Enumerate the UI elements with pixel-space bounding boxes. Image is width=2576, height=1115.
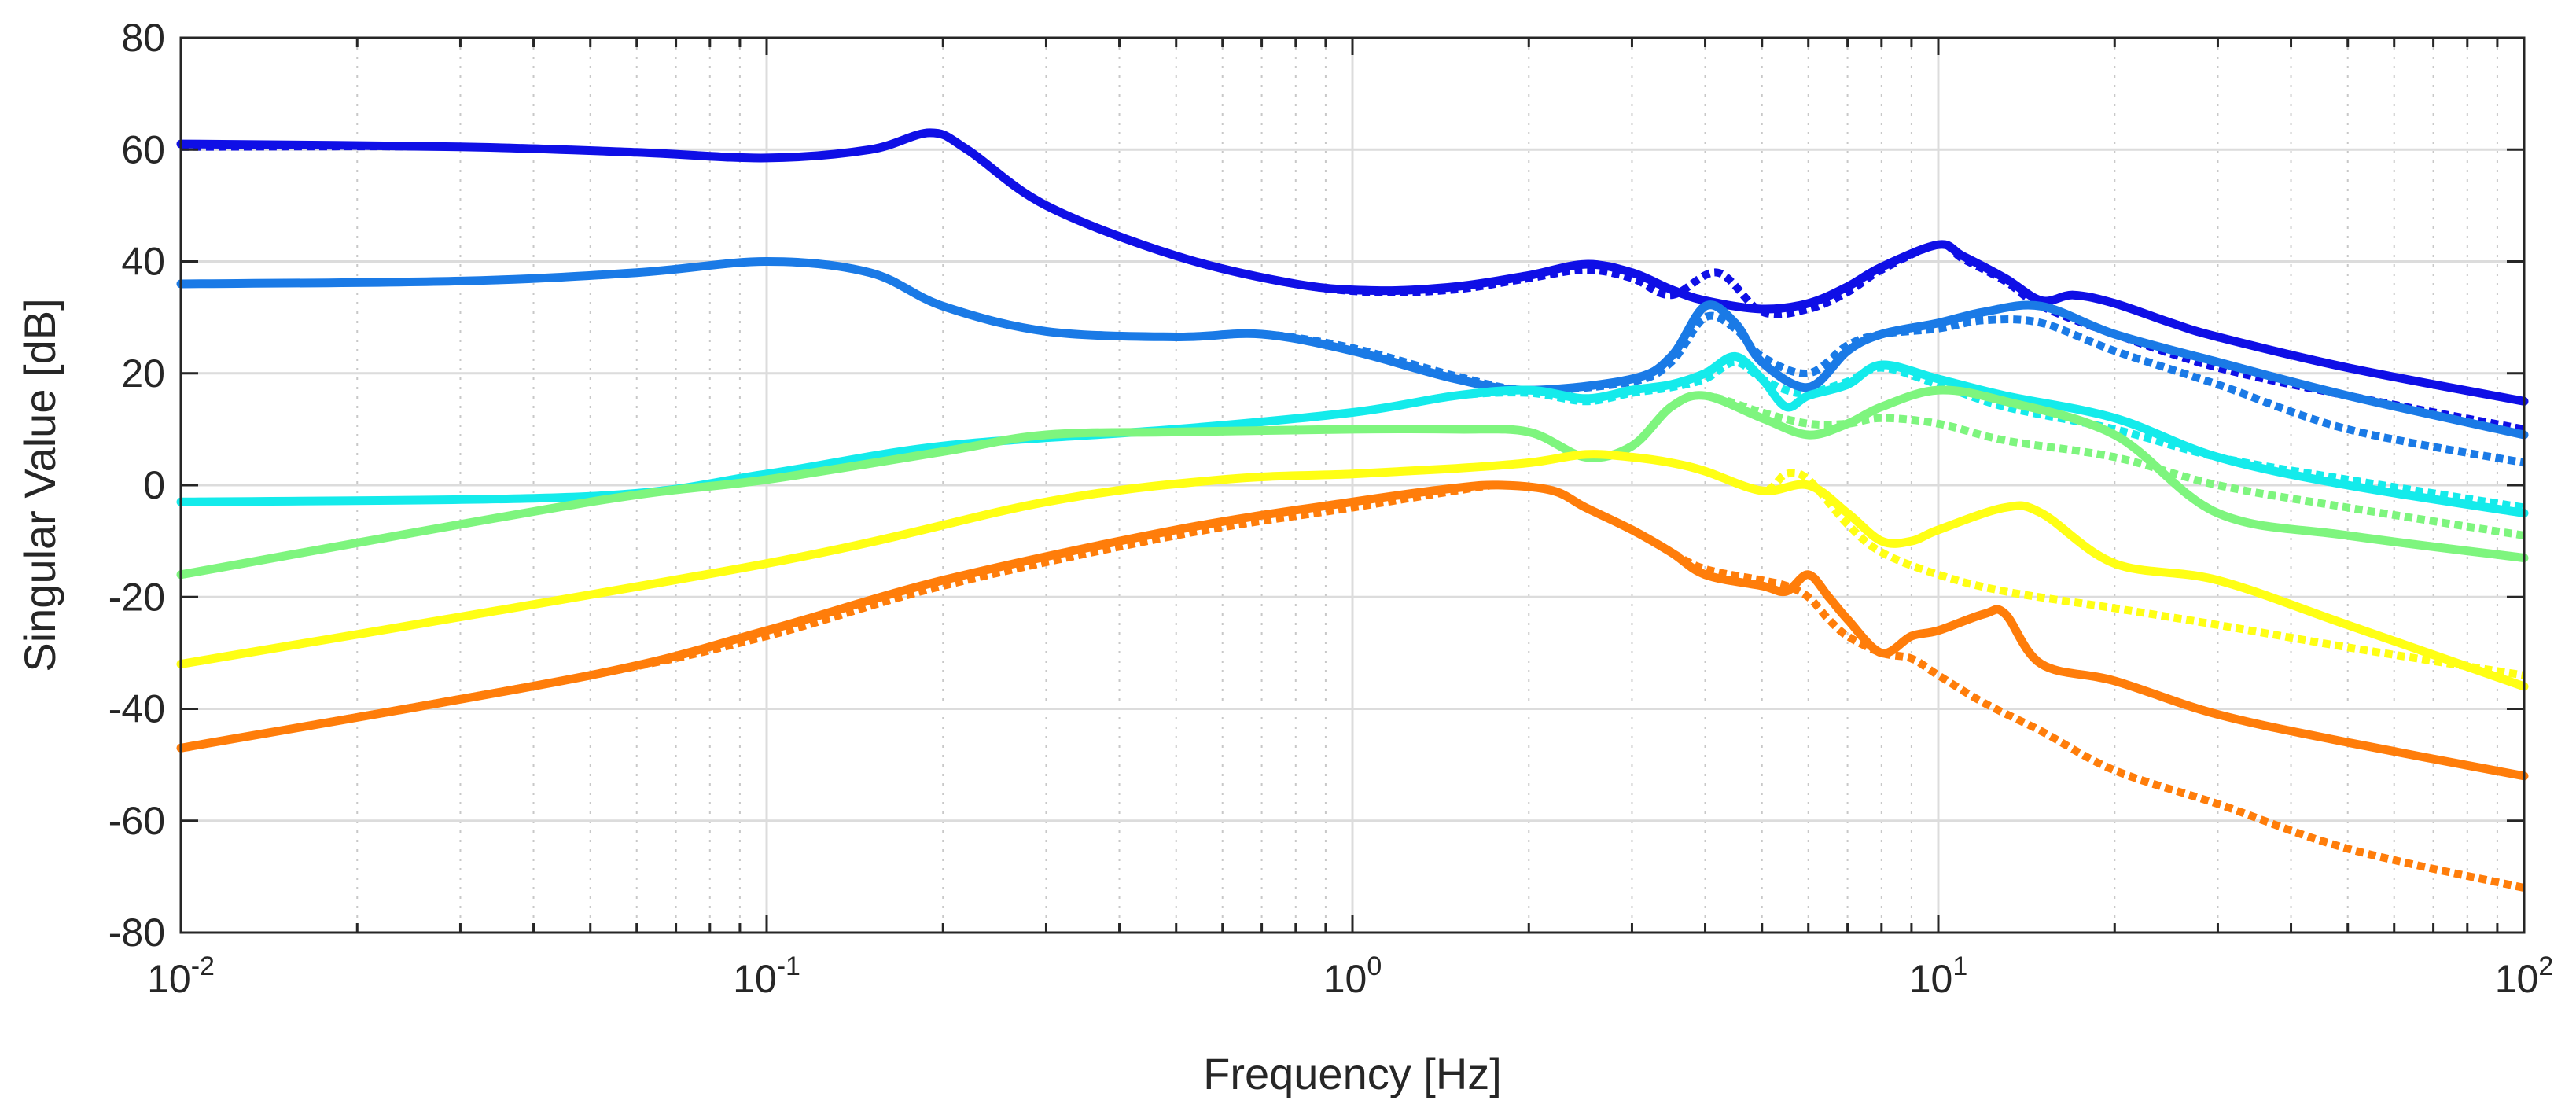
y-tick-labels: -80 -60 -40 -20 0 20 40 60 80: [109, 16, 165, 955]
x-tick-label: 10-2: [147, 951, 215, 1001]
y-tick-label: 0: [143, 463, 165, 507]
series-sigma4-solid: [176, 385, 2529, 580]
x-tick-label-exponent: -2: [191, 951, 215, 981]
y-tick-label: 20: [121, 351, 165, 396]
x-tick-label-exponent: -1: [777, 951, 800, 981]
x-axis-label: Frequency [Hz]: [1203, 1049, 1502, 1098]
series-sigma6-solid: [176, 480, 2529, 781]
x-tick-label-base: 10: [147, 957, 191, 1001]
x-tick-label-base: 10: [1323, 957, 1367, 1001]
y-tick-label: 60: [121, 127, 165, 171]
x-tick-label-exponent: 1: [1952, 951, 1967, 981]
x-tick-labels: 10-2 10-1 100 101 102: [147, 951, 2553, 1001]
series-sigma1-solid: [176, 128, 2529, 406]
x-tick-label-base: 10: [733, 957, 777, 1001]
series-sigma2-solid: [176, 257, 2529, 440]
series-lines: [176, 128, 2529, 892]
x-tick-label-base: 10: [1909, 957, 1953, 1001]
series-sigma3-solid: [176, 351, 2529, 518]
y-tick-label: 80: [121, 16, 165, 60]
x-tick-label-base: 10: [2495, 957, 2539, 1001]
x-tick-label-exponent: 2: [2538, 951, 2553, 981]
x-tick-label: 100: [1323, 951, 1382, 1001]
x-tick-label-exponent: 0: [1367, 951, 1382, 981]
x-tick-label: 10-1: [733, 951, 800, 1001]
x-tick-label: 101: [1909, 951, 1968, 1001]
y-tick-label: -20: [109, 575, 165, 619]
x-tick-label: 102: [2495, 951, 2554, 1001]
y-tick-label: -60: [109, 799, 165, 843]
y-tick-label: -40: [109, 687, 165, 731]
minor-grid: [356, 38, 2498, 933]
axis-ticks: [179, 36, 2526, 934]
series-sigma5-solid: [176, 450, 2529, 691]
y-tick-label: -80: [109, 911, 165, 955]
y-tick-label: 40: [121, 240, 165, 284]
y-axis-label: Singular Value [dB]: [15, 298, 64, 672]
